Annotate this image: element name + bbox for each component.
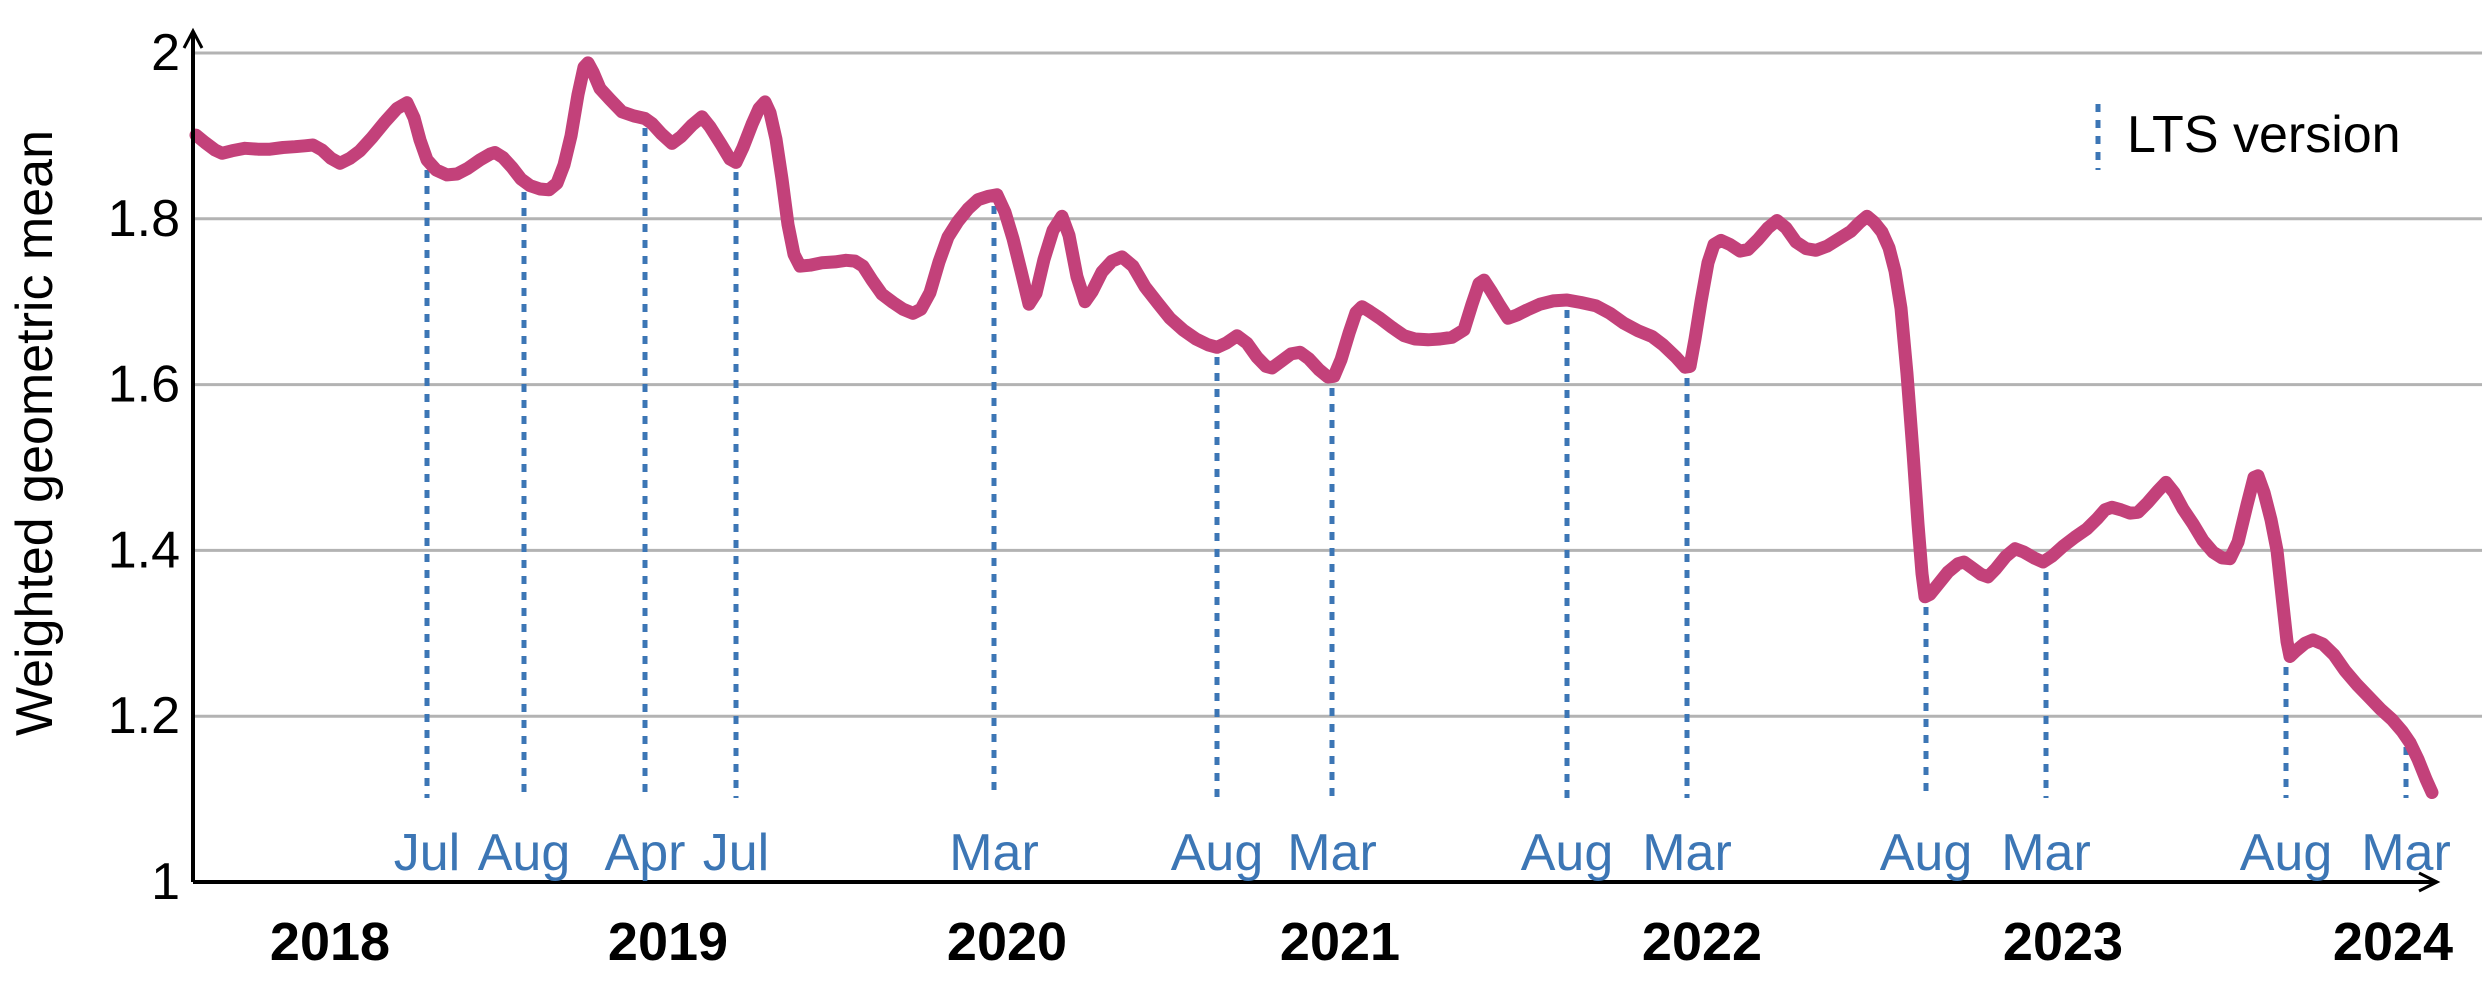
lts-month-label: Aug — [478, 824, 571, 882]
y-tick-label: 1.6 — [108, 356, 180, 414]
legend-label: LTS version — [2127, 106, 2401, 164]
lts-month-label: Mar — [1642, 824, 1732, 882]
lts-month-label: Jul — [703, 824, 769, 882]
year-label: 2022 — [1642, 912, 1762, 972]
y-tick-label: 1 — [151, 853, 180, 911]
lts-month-label: Jul — [394, 824, 460, 882]
lts-month-label: Aug — [1521, 824, 1614, 882]
y-axis-title: Weighted geometric mean — [6, 130, 64, 736]
lts-month-label: Mar — [949, 824, 1039, 882]
year-label: 2024 — [2333, 912, 2453, 972]
y-tick-label: 1.8 — [108, 190, 180, 248]
x-axis-arrow-icon — [2418, 871, 2441, 893]
lts-month-label: Aug — [1171, 824, 1264, 882]
lts-month-label: Aug — [1880, 824, 1973, 882]
year-label: 2021 — [1280, 912, 1400, 972]
year-label: 2023 — [2003, 912, 2123, 972]
lts-month-label: Mar — [1287, 824, 1377, 882]
lts-month-label: Mar — [2361, 824, 2451, 882]
y-tick-label: 1.2 — [108, 687, 180, 745]
lts-month-label: Apr — [605, 824, 686, 882]
year-label: 2019 — [608, 912, 728, 972]
year-label: 2020 — [947, 912, 1067, 972]
lts-month-label: Mar — [2001, 824, 2091, 882]
series-line — [189, 56, 2439, 799]
year-label: 2018 — [270, 912, 390, 972]
y-axis-arrow-icon — [182, 27, 204, 49]
y-tick-label: 1.4 — [108, 521, 180, 579]
lts-month-label: Aug — [2240, 824, 2333, 882]
y-tick-label: 2 — [151, 24, 180, 82]
